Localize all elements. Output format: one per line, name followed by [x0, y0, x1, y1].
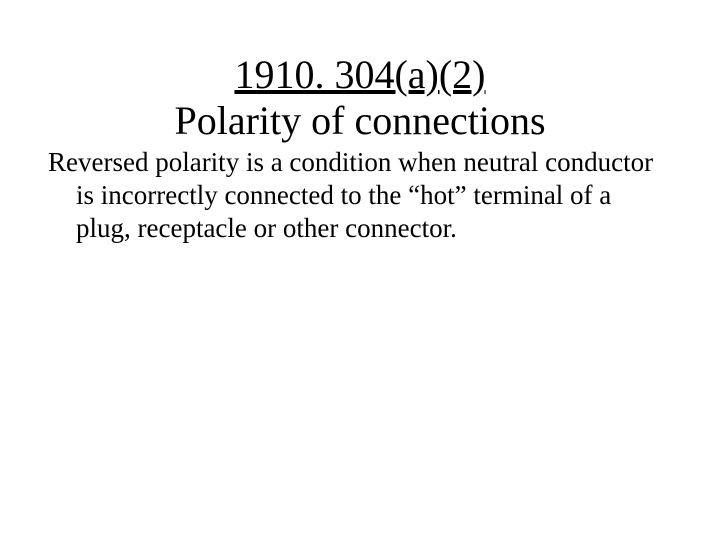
slide-title: Polarity of connections [0, 98, 720, 144]
body-text: Reversed polarity is a condition when ne… [48, 146, 660, 245]
slide-container: 1910. 304(a)(2) Polarity of connections … [0, 0, 720, 540]
heading-block: 1910. 304(a)(2) Polarity of connections [0, 52, 720, 144]
body-block: Reversed polarity is a condition when ne… [0, 146, 720, 245]
citation-code: 1910. 304(a)(2) [0, 52, 720, 98]
